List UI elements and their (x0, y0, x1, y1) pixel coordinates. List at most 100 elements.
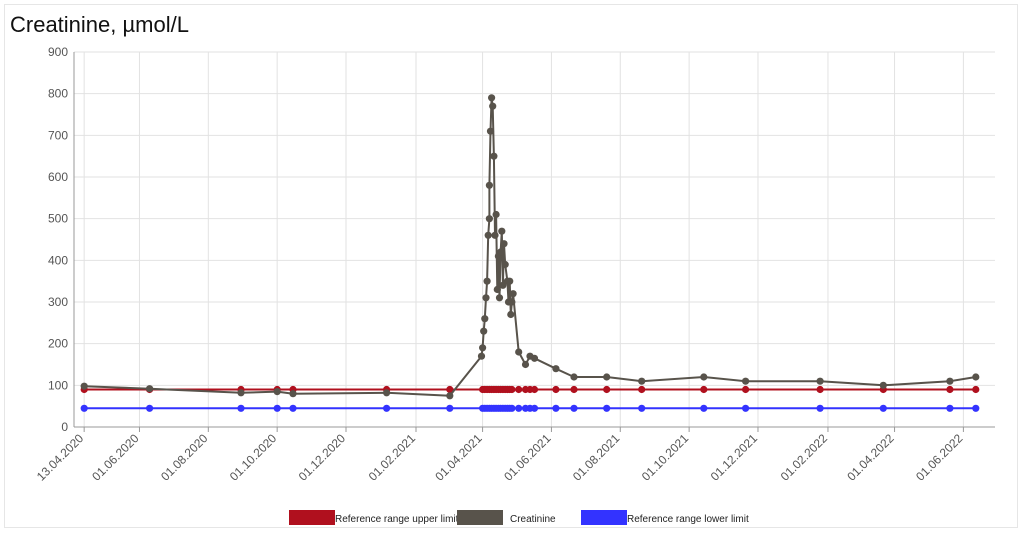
data-point[interactable] (483, 277, 491, 285)
data-point[interactable] (552, 404, 560, 412)
data-point[interactable] (816, 404, 824, 412)
data-point[interactable] (383, 404, 391, 412)
data-point[interactable] (477, 352, 486, 360)
data-point[interactable] (497, 248, 505, 256)
y-tick-label: 0 (61, 420, 68, 434)
series-line (84, 96, 976, 397)
data-point[interactable] (700, 404, 708, 412)
data-point[interactable] (508, 385, 516, 394)
data-point[interactable] (273, 404, 281, 412)
data-point[interactable] (146, 385, 154, 393)
data-point[interactable] (816, 377, 824, 385)
data-point[interactable] (603, 404, 611, 412)
x-tick-label: 01.06.2021 (501, 431, 554, 484)
data-point[interactable] (638, 385, 646, 394)
data-point[interactable] (273, 388, 281, 396)
data-point[interactable] (946, 377, 954, 385)
data-point[interactable] (530, 385, 539, 394)
data-point[interactable] (489, 102, 497, 110)
data-point[interactable] (492, 210, 500, 219)
y-tick-label: 500 (48, 212, 68, 226)
data-point[interactable] (742, 385, 750, 394)
data-point[interactable] (501, 260, 509, 269)
data-point[interactable] (146, 404, 154, 412)
data-point[interactable] (521, 360, 530, 369)
data-point[interactable] (289, 404, 297, 412)
data-point[interactable] (700, 373, 708, 381)
data-point[interactable] (946, 404, 954, 412)
legend-item[interactable]: Reference range upper limit (289, 510, 459, 525)
data-point[interactable] (530, 354, 539, 362)
data-point[interactable] (491, 231, 499, 239)
data-point[interactable] (638, 377, 646, 385)
data-point[interactable] (508, 298, 516, 306)
x-tick-label: 01.12.2021 (708, 431, 761, 484)
data-point[interactable] (237, 389, 245, 397)
data-point[interactable] (507, 310, 515, 319)
data-point[interactable] (570, 404, 578, 412)
y-tick-label: 900 (48, 45, 68, 59)
legend: Reference range upper limit Creatinine Ref… (289, 510, 749, 525)
data-point[interactable] (481, 315, 489, 323)
data-point[interactable] (383, 389, 391, 397)
data-point[interactable] (570, 373, 578, 381)
x-tick-label: 13.04.2020 (34, 431, 87, 484)
data-point[interactable] (484, 231, 492, 239)
data-point[interactable] (603, 385, 611, 394)
data-point[interactable] (972, 404, 980, 412)
data-point[interactable] (742, 404, 750, 412)
data-point[interactable] (498, 227, 506, 235)
legend-item[interactable]: Reference range lower limit (581, 510, 749, 525)
series-1 (80, 94, 980, 400)
x-tick-label: 01.12.2020 (296, 431, 349, 484)
data-point[interactable] (879, 381, 887, 389)
data-point[interactable] (495, 294, 504, 302)
data-point[interactable] (742, 377, 750, 385)
data-point[interactable] (515, 385, 523, 394)
data-point[interactable] (552, 385, 560, 394)
data-point[interactable] (485, 181, 493, 189)
data-point[interactable] (493, 285, 501, 294)
data-point[interactable] (80, 382, 88, 390)
data-point[interactable] (237, 404, 245, 412)
data-point[interactable] (552, 365, 560, 373)
data-point[interactable] (638, 404, 646, 412)
data-point[interactable] (515, 404, 523, 412)
data-point[interactable] (509, 290, 517, 298)
x-tick-label: 01.10.2020 (227, 431, 280, 484)
data-point[interactable] (530, 404, 539, 412)
data-point[interactable] (506, 277, 514, 285)
x-tick-label: 01.06.2020 (89, 431, 142, 484)
data-point[interactable] (946, 385, 954, 394)
data-point[interactable] (80, 404, 88, 412)
data-point[interactable] (479, 344, 487, 352)
data-point[interactable] (700, 385, 708, 394)
data-point[interactable] (446, 392, 454, 400)
data-point[interactable] (446, 404, 454, 412)
data-point[interactable] (515, 348, 523, 356)
data-point[interactable] (972, 385, 980, 394)
data-point[interactable] (480, 327, 488, 335)
data-point[interactable] (482, 294, 490, 302)
x-tick-label: 01.02.2021 (366, 431, 419, 484)
data-point[interactable] (816, 385, 824, 394)
x-tick-label: 01.08.2020 (158, 431, 211, 484)
series-2 (80, 404, 980, 412)
data-point[interactable] (879, 404, 887, 412)
x-tick-label: 01.04.2022 (844, 431, 897, 484)
data-point[interactable] (972, 373, 980, 381)
data-point[interactable] (508, 404, 516, 412)
x-tick-label: 01.10.2021 (639, 431, 692, 484)
data-point[interactable] (488, 94, 496, 102)
data-point[interactable] (446, 385, 454, 394)
data-point[interactable] (570, 385, 578, 394)
data-point[interactable] (490, 152, 498, 160)
data-point[interactable] (486, 127, 495, 135)
data-point[interactable] (289, 390, 297, 398)
data-point[interactable] (603, 373, 611, 381)
data-point[interactable] (500, 240, 508, 248)
data-point[interactable] (485, 215, 493, 223)
legend-item[interactable]: Creatinine (457, 510, 556, 525)
